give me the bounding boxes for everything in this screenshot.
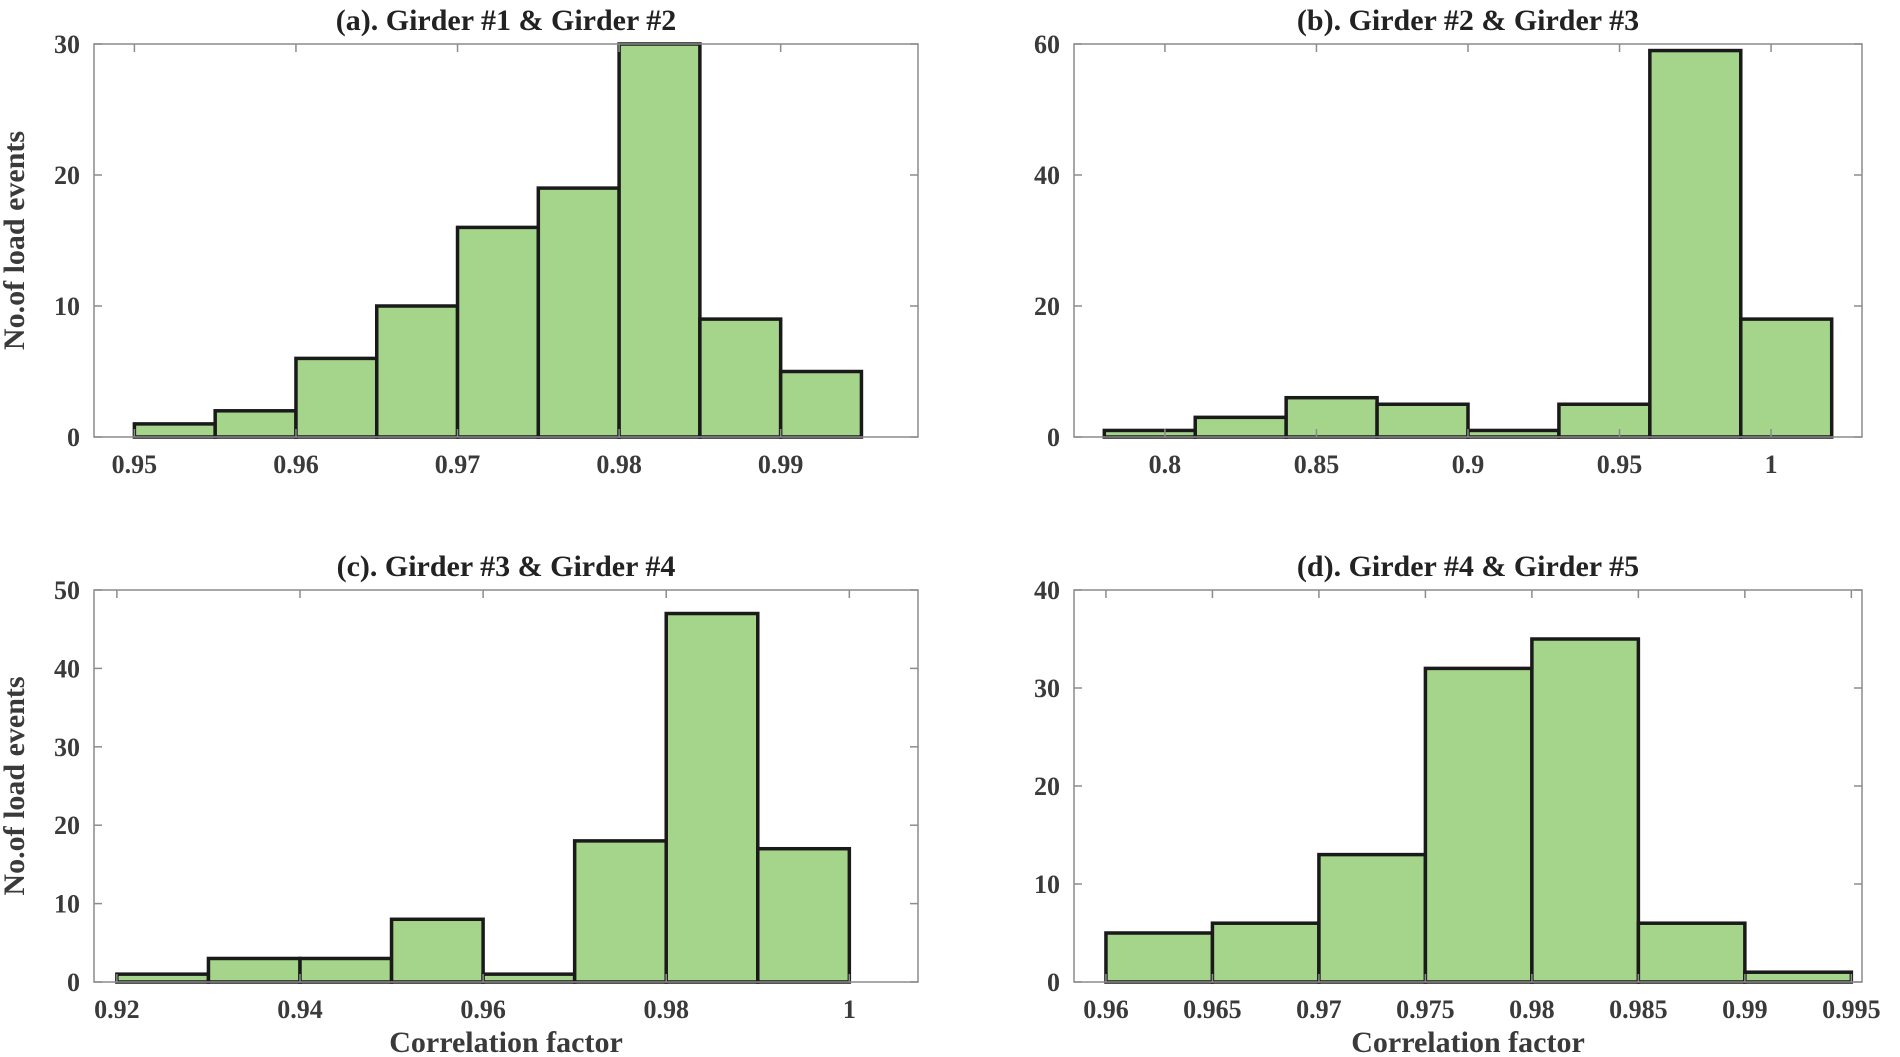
histogram-bar (1193, 415, 1288, 439)
histogram-bar (617, 42, 702, 439)
histogram-bar (1743, 970, 1854, 984)
histogram-bar (389, 917, 485, 984)
histogram-bar (455, 225, 541, 439)
y-tick-label: 40 (1034, 576, 1060, 605)
histogram-bar (1375, 402, 1470, 439)
histogram-bar (294, 356, 379, 439)
histogram-bar (374, 304, 460, 439)
y-tick-label: 10 (1034, 870, 1060, 899)
y-tick-label: 20 (54, 161, 80, 190)
chart-panel-4: 0.96 0.965 0.97 0.975 0.98 0.985 0.99 0.995 0 10 2… (1034, 550, 1881, 1057)
x-tick-label: 0.995 (1822, 995, 1881, 1024)
y-tick-label: 0 (1047, 423, 1060, 452)
histogram-bar (481, 972, 577, 984)
histogram-bar (1739, 317, 1834, 439)
chart-title: (b). Girder #2 & Girder #3 (1297, 4, 1639, 37)
x-tick-label: 0.965 (1183, 995, 1242, 1024)
chart-title: (c). Girder #3 & Girder #4 (337, 550, 676, 583)
histogram-bar (298, 956, 394, 984)
x-axis-label: Correlation factor (1351, 1026, 1585, 1057)
y-tick-label: 10 (54, 890, 80, 919)
y-tick-label: 60 (1034, 30, 1060, 59)
y-tick-label: 0 (67, 423, 80, 452)
histogram-bar (698, 317, 783, 439)
histogram-bar (1102, 428, 1197, 439)
x-tick-label: 0.96 (1083, 995, 1129, 1024)
histogram-bar (1423, 666, 1534, 984)
x-tick-label: 0.92 (94, 995, 140, 1024)
axes-frame (93, 589, 919, 983)
x-tick-label: 0.98 (1509, 995, 1555, 1024)
y-tick-label: 0 (67, 968, 80, 997)
histogram-bar (1284, 395, 1379, 439)
x-tick-label: 0.99 (758, 450, 804, 479)
y-tick-label: 20 (1034, 772, 1060, 801)
histogram-bar (756, 846, 852, 984)
y-tick-label: 40 (54, 654, 80, 683)
histogram-bar (1466, 428, 1561, 439)
x-tick-label: 1 (843, 995, 856, 1024)
y-tick-label: 20 (54, 811, 80, 840)
x-tick-label: 0.96 (460, 995, 506, 1024)
axes-frame (93, 43, 919, 438)
y-axis-label: No.of load events (0, 131, 31, 350)
y-tick-label: 30 (54, 30, 80, 59)
x-tick-label: 0.95 (112, 450, 158, 479)
y-tick-label: 40 (1034, 161, 1060, 190)
x-tick-label: 0.98 (596, 450, 642, 479)
histogram-bar (778, 369, 864, 439)
x-tick-label: 0.98 (643, 995, 689, 1024)
x-tick-label: 0.96 (273, 450, 319, 479)
x-tick-label: 0.8 (1149, 450, 1182, 479)
histogram-bar (1530, 637, 1641, 984)
histogram-bar (115, 972, 211, 984)
chart-title: (d). Girder #4 & Girder #5 (1297, 550, 1639, 583)
histogram-bar (213, 409, 298, 439)
histogram-bar (1104, 931, 1215, 984)
histogram-bar (536, 186, 621, 439)
histogram-bar (1317, 852, 1428, 984)
y-tick-label: 30 (1034, 674, 1060, 703)
histogram-bar (664, 611, 760, 984)
y-axis-label: No.of load events (0, 676, 31, 895)
x-tick-label: 0.94 (277, 995, 323, 1024)
y-tick-label: 0 (1047, 968, 1060, 997)
chart-panel-2: 0.8 0.85 0.9 0.95 1 0 20 40 60 (b). Girder #2 & G… (1034, 4, 1863, 479)
histogram-bar (1636, 921, 1747, 984)
y-tick-label: 10 (54, 292, 80, 321)
y-tick-label: 20 (1034, 292, 1060, 321)
chart-panel-1: 0.95 0.96 0.97 0.98 0.99 0 10 20 30 (a). Girder #… (0, 4, 919, 479)
histogram-bar (1210, 921, 1321, 984)
x-tick-label: 0.99 (1722, 995, 1768, 1024)
histogram-bar (132, 422, 217, 439)
x-tick-label: 0.85 (1294, 450, 1340, 479)
x-tick-label: 0.95 (1597, 450, 1643, 479)
x-tick-label: 0.985 (1609, 995, 1668, 1024)
histogram-bar (1557, 402, 1652, 439)
histogram-bar (572, 839, 668, 984)
histogram-bar (206, 956, 302, 984)
x-tick-label: 0.975 (1396, 995, 1455, 1024)
x-tick-label: 0.9 (1452, 450, 1485, 479)
x-tick-label: 0.97 (1296, 995, 1342, 1024)
chart-title: (a). Girder #1 & Girder #2 (336, 4, 677, 37)
histogram-bar (1648, 48, 1743, 439)
y-tick-label: 50 (54, 576, 80, 605)
y-tick-label: 30 (54, 733, 80, 762)
x-axis-label: Correlation factor (389, 1026, 623, 1057)
x-tick-label: 0.97 (435, 450, 481, 479)
x-tick-label: 1 (1765, 450, 1778, 479)
